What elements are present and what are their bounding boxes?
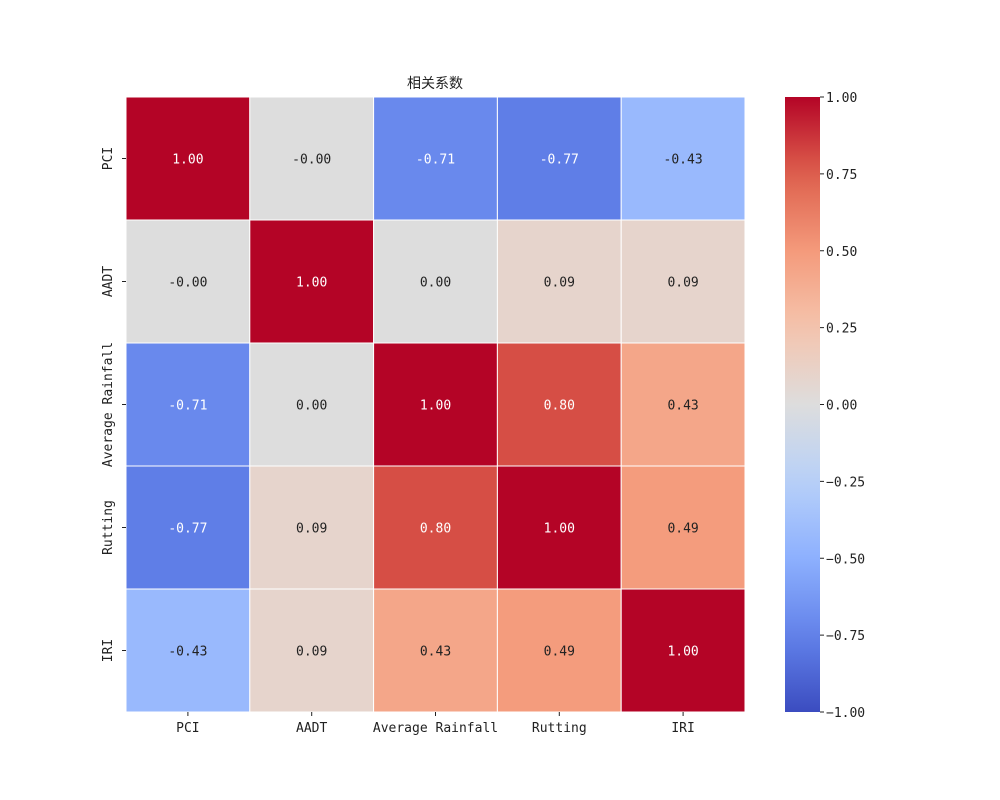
colorbar: 1.00 0.75 0.50 0.25 0.00 −0.25 −0.50 −0.75 −1.00 <box>785 91 865 721</box>
y-tick-label: Rutting <box>101 500 116 555</box>
x-tick-label: PCI <box>176 721 199 736</box>
x-tick-label: IRI <box>671 721 694 736</box>
colorbar-gradient <box>785 97 820 712</box>
heatmap-cell-3-1 <box>249 465 375 590</box>
heatmap-cell-1-2 <box>373 219 498 344</box>
cell-value-label: 0.00 <box>420 276 451 291</box>
heatmap-cell-2-3 <box>496 342 622 467</box>
heatmap-cell-0-1 <box>249 96 375 221</box>
heatmap-cell-2-1 <box>249 342 375 467</box>
heatmap-cell-4-1 <box>249 588 375 713</box>
heatmap-cell-2-2 <box>373 342 498 467</box>
heatmap-cell-0-2 <box>373 96 498 221</box>
y-tick-label: IRI <box>101 639 116 662</box>
heatmap-cell-2-4 <box>620 342 746 467</box>
y-tick-label: PCI <box>101 147 116 170</box>
heatmap-cell-3-2 <box>373 465 498 590</box>
x-tick-label: Rutting <box>532 721 587 736</box>
cell-value-label: 1.00 <box>420 399 451 414</box>
colorbar-tick-label: −0.75 <box>826 629 865 644</box>
colorbar-tick-label: −1.00 <box>826 706 865 721</box>
cell-value-label: -0.77 <box>168 522 207 537</box>
colorbar-tick-label: −0.50 <box>826 552 865 567</box>
colorbar-tick-label: −0.25 <box>826 475 865 490</box>
cell-value-label: 0.49 <box>667 522 698 537</box>
cell-value-label: -0.43 <box>664 153 703 168</box>
y-axis: PCI AADT Average Rainfall Rutting IRI <box>101 147 126 662</box>
cell-value-label: 1.00 <box>544 522 575 537</box>
cell-value-label: -0.71 <box>416 153 455 168</box>
cell-value-label: 0.09 <box>667 276 698 291</box>
heatmap-cell-3-4 <box>620 465 746 590</box>
colorbar-tick-label: 1.00 <box>826 91 857 106</box>
heatmap-cell-4-0 <box>125 588 251 713</box>
cell-value-label: 0.09 <box>296 645 327 660</box>
cell-value-label: 1.00 <box>172 153 203 168</box>
heatmap-cell-0-3 <box>496 96 622 221</box>
cell-value-label: 1.00 <box>296 276 327 291</box>
cell-value-label: -0.71 <box>168 399 207 414</box>
cell-value-label: -0.00 <box>168 276 207 291</box>
x-axis: PCI AADT Average Rainfall Rutting IRI <box>176 712 695 736</box>
cell-value-label: 0.00 <box>296 399 327 414</box>
heatmap-cells: 1.00 -0.00 -0.71 -0.77 -0.43 -0.00 1.00 0.00 0.0… <box>125 96 746 713</box>
heatmap-cell-0-4 <box>620 96 746 221</box>
colorbar-tick-label: 0.00 <box>826 399 857 414</box>
cell-value-label: -0.43 <box>168 645 207 660</box>
x-tick-label: AADT <box>296 721 327 736</box>
heatmap-cell-0-0 <box>125 96 251 221</box>
chart-title: 相关系数 <box>407 76 463 92</box>
y-tick-label: AADT <box>101 266 116 297</box>
heatmap-cell-1-0 <box>125 219 251 344</box>
cell-value-label: 0.09 <box>544 276 575 291</box>
cell-value-label: -0.00 <box>292 153 331 168</box>
cell-value-label: 0.80 <box>544 399 575 414</box>
cell-value-label: 1.00 <box>667 645 698 660</box>
cell-value-label: 0.43 <box>667 399 698 414</box>
x-tick-label: Average Rainfall <box>373 721 498 736</box>
cell-value-label: 0.09 <box>296 522 327 537</box>
colorbar-tick-label: 0.75 <box>826 168 857 183</box>
cell-value-label: 0.49 <box>544 645 575 660</box>
cell-value-label: -0.77 <box>540 153 579 168</box>
colorbar-tick-label: 0.50 <box>826 245 857 260</box>
colorbar-tick-label: 0.25 <box>826 322 857 337</box>
heatmap-cell-1-4 <box>620 219 746 344</box>
cell-value-label: 0.80 <box>420 522 451 537</box>
cell-value-label: 0.43 <box>420 645 451 660</box>
heatmap-cell-4-4 <box>620 588 746 713</box>
heatmap-cell-3-3 <box>496 465 622 590</box>
y-tick-label: Average Rainfall <box>101 342 116 467</box>
heatmap-cell-4-2 <box>373 588 498 713</box>
